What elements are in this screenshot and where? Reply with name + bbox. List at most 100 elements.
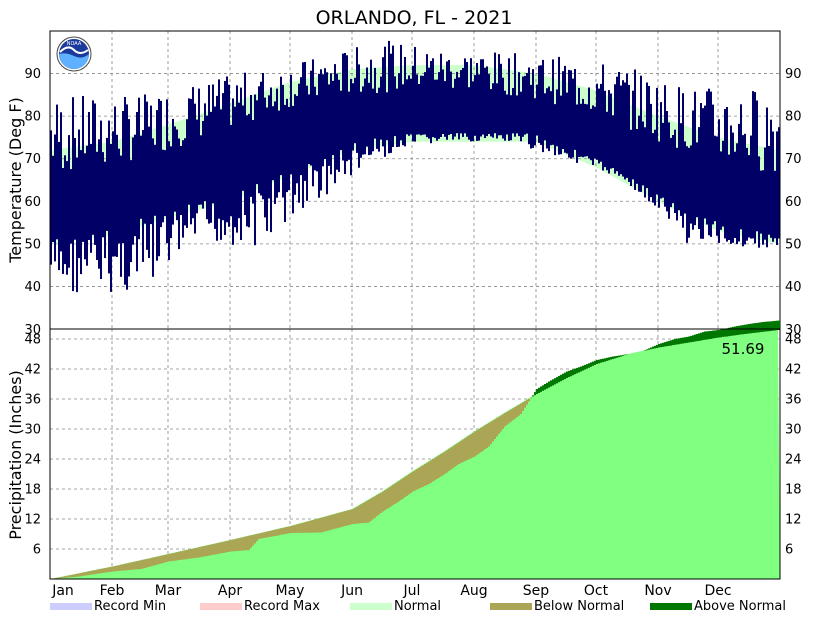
- below-normal-segment: [432, 459, 434, 482]
- precipitation-tick-label: 12: [785, 513, 802, 528]
- temperature-daily-bar: [588, 87, 590, 159]
- above-normal-segment: [666, 341, 668, 347]
- below-normal-segment: [60, 577, 62, 579]
- temperature-daily-bar: [210, 111, 212, 223]
- legend-swatch: [490, 603, 532, 610]
- above-normal-segment: [694, 334, 696, 342]
- above-normal-segment: [542, 385, 544, 391]
- below-normal-segment: [260, 533, 262, 539]
- temperature-daily-bar: [132, 137, 134, 245]
- below-normal-segment: [100, 568, 102, 574]
- below-normal-segment: [200, 546, 202, 558]
- temperature-daily-bar: [608, 90, 610, 174]
- below-normal-segment: [352, 509, 354, 524]
- temperature-daily-bar: [114, 106, 116, 257]
- temperature-daily-bar: [188, 98, 190, 205]
- temperature-daily-bar: [764, 147, 766, 240]
- below-normal-segment: [404, 476, 406, 498]
- below-normal-segment: [484, 425, 486, 450]
- below-normal-segment: [206, 545, 208, 556]
- temperature-daily-bar: [382, 57, 384, 147]
- below-normal-segment: [56, 577, 58, 579]
- below-normal-segment: [110, 566, 112, 572]
- below-normal-segment: [156, 556, 158, 565]
- below-normal-segment: [90, 570, 92, 575]
- temperature-daily-bar: [672, 135, 674, 204]
- temperature-daily-bar: [342, 53, 344, 161]
- temperature-daily-bar: [492, 83, 494, 138]
- above-normal-segment: [546, 382, 548, 389]
- temperature-daily-bar: [156, 110, 158, 261]
- temperature-daily-bar: [204, 103, 206, 202]
- temperature-daily-bar: [338, 79, 340, 172]
- temperature-daily-bar: [562, 71, 564, 149]
- temperature-daily-bar: [652, 133, 654, 203]
- temperature-daily-bar: [70, 169, 72, 244]
- temperature-tick-label: 50: [785, 237, 802, 252]
- below-normal-segment: [78, 573, 80, 577]
- temperature-daily-bar: [508, 58, 510, 141]
- above-normal-segment: [610, 356, 612, 360]
- below-normal-segment: [160, 555, 162, 564]
- below-normal-segment: [320, 517, 322, 533]
- above-normal-segment: [608, 357, 610, 361]
- precipitation-tick-label: 18: [24, 483, 41, 498]
- temperature-daily-bar: [454, 78, 456, 137]
- temperature-daily-bar: [434, 79, 436, 138]
- temperature-panel: 40 50 60 70 80 90 30 40 50 60 70 80 90 30 NOAA Tempe…: [6, 30, 802, 338]
- temperature-daily-bar: [290, 74, 292, 175]
- below-normal-segment: [76, 573, 78, 577]
- below-normal-segment: [130, 562, 132, 570]
- temperature-daily-bar: [302, 62, 304, 208]
- below-normal-segment: [406, 475, 408, 496]
- temperature-daily-bar: [246, 115, 248, 227]
- temperature-daily-bar: [446, 61, 448, 140]
- below-normal-segment: [386, 488, 388, 509]
- legend-label: Above Normal: [694, 599, 786, 614]
- above-normal-segment: [766, 321, 768, 332]
- above-normal-segment: [652, 346, 654, 349]
- temperature-daily-bar: [768, 145, 770, 235]
- below-normal-segment: [210, 544, 212, 556]
- month-label: Aug: [460, 583, 487, 599]
- temperature-daily-bar: [260, 81, 262, 196]
- below-normal-segment: [298, 523, 300, 533]
- temperature-daily-bar: [416, 74, 418, 135]
- temperature-daily-bar: [64, 155, 66, 265]
- precipitation-tick-label: 12: [24, 513, 41, 528]
- temperature-daily-bar: [292, 105, 294, 214]
- above-normal-segment: [716, 330, 718, 338]
- below-normal-segment: [186, 549, 188, 560]
- temperature-daily-bar: [330, 73, 332, 175]
- above-normal-segment: [568, 370, 570, 378]
- below-normal-segment: [134, 561, 136, 570]
- above-normal-segment: [758, 322, 760, 333]
- temperature-daily-bar: [370, 59, 372, 155]
- precipitation-normal-fill: [50, 330, 780, 579]
- below-normal-segment: [412, 471, 414, 492]
- temperature-daily-bar: [448, 60, 450, 135]
- below-normal-segment: [242, 537, 244, 551]
- temperature-daily-bar: [578, 87, 580, 157]
- below-normal-segment: [250, 535, 252, 548]
- below-normal-segment: [84, 572, 86, 576]
- below-normal-segment: [370, 498, 372, 521]
- temperature-daily-bar: [66, 161, 68, 275]
- temperature-daily-bar: [766, 107, 768, 248]
- below-normal-segment: [96, 569, 98, 574]
- temperature-daily-bar: [500, 63, 502, 136]
- below-normal-segment: [414, 470, 416, 491]
- above-normal-segment: [734, 326, 736, 336]
- temperature-daily-bar: [224, 81, 226, 235]
- above-normal-segment: [564, 372, 566, 380]
- month-label: Jan: [51, 583, 74, 599]
- above-normal-segment: [770, 321, 772, 331]
- legend-label: Record Min: [94, 599, 166, 614]
- below-normal-segment: [354, 507, 356, 524]
- above-normal-segment: [584, 364, 586, 370]
- temperature-daily-bar: [406, 79, 408, 135]
- temperature-daily-bar: [72, 97, 74, 292]
- temperature-daily-bar: [700, 103, 702, 239]
- temperature-daily-bar: [584, 103, 586, 157]
- above-normal-segment: [740, 325, 742, 335]
